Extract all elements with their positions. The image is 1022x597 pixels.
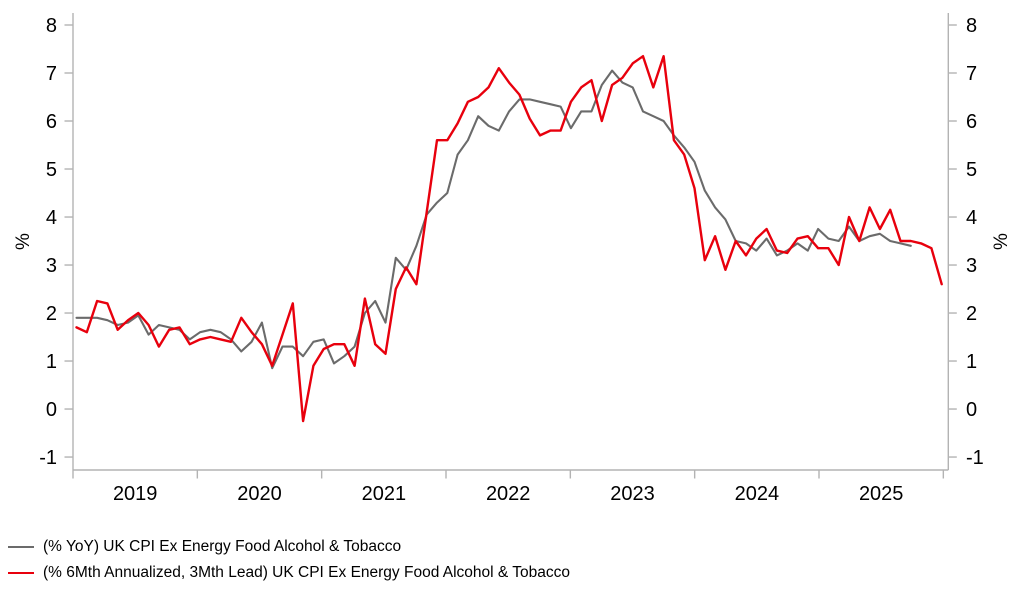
y-tick-label-right: 1 (966, 351, 977, 373)
axes (72, 13, 949, 471)
y-tick-label-right: 6 (966, 111, 977, 133)
y-tick-label-left: 7 (46, 63, 57, 85)
y-tick-label-right: 7 (966, 63, 977, 85)
x-year-label: 2025 (859, 483, 904, 505)
x-year-label: 2023 (610, 483, 655, 505)
legend-item: (% YoY) UK CPI Ex Energy Food Alcohol & … (8, 534, 1022, 560)
y-tick-label-left: 5 (46, 159, 57, 181)
legend: (% YoY) UK CPI Ex Energy Food Alcohol & … (0, 534, 1022, 586)
y-tick-label-left: 3 (46, 255, 57, 277)
legend-swatch-line (8, 546, 34, 548)
y-tick-label-right: 5 (966, 159, 977, 181)
y-tick-label-left: 6 (46, 111, 57, 133)
legend-item-label: (% YoY) UK CPI Ex Energy Food Alcohol & … (43, 538, 402, 555)
y-tick-label-left: 4 (46, 207, 57, 229)
x-year-label: 2024 (735, 483, 780, 505)
y-tick-label-left: 0 (46, 399, 57, 421)
y-tick-label-right: 3 (966, 255, 977, 277)
x-year-label: 2022 (486, 483, 531, 505)
series-line-yoy (75, 69, 912, 370)
x-year-label: 2020 (237, 483, 282, 505)
x-year-label: 2019 (113, 483, 158, 505)
y-tick-label-left: 1 (46, 351, 57, 373)
y-tick-label-right: 2 (966, 303, 977, 325)
y-tick-label-right: -1 (966, 447, 984, 469)
legend-item-label: (% 6Mth Annualized, 3Mth Lead) UK CPI Ex… (43, 564, 570, 581)
legend-item: (% 6Mth Annualized, 3Mth Lead) UK CPI Ex… (8, 560, 1022, 586)
y-axis-unit-label-right: % (991, 233, 1012, 250)
y-tick-label-right: 4 (966, 207, 977, 229)
y-axis-unit-label-left: % (13, 233, 34, 250)
x-year-label: 2021 (362, 483, 407, 505)
series-line-6mth-annualized (75, 55, 943, 423)
y-tick-label-right: 8 (966, 15, 977, 37)
line-chart: 8 8 7 7 6 6 5 5 4 4 3 3 2 2 1 1 0 0 -1 -1 2019 2020 2021 2022 20… (13, 13, 1012, 505)
y-tick-label-left: -1 (39, 447, 57, 469)
y-tick-label-right: 0 (966, 399, 977, 421)
y-tick-label-left: 2 (46, 303, 57, 325)
y-tick-label-left: 8 (46, 15, 57, 37)
legend-swatch-line (8, 572, 34, 574)
